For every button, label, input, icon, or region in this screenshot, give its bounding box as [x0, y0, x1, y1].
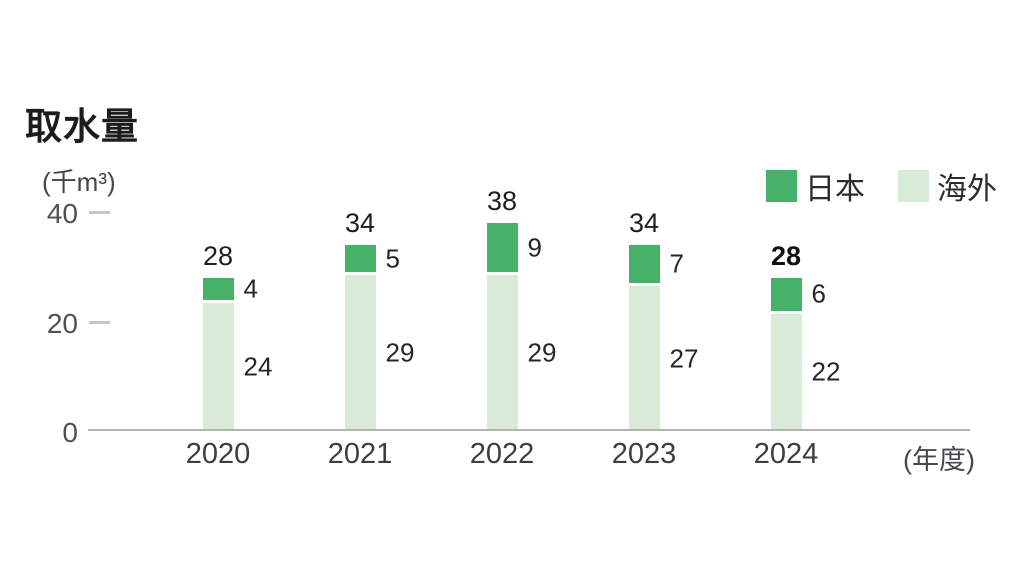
- segment-value-japan-2020: 4: [243, 273, 258, 304]
- bar-total-label-2023: 34: [628, 207, 660, 238]
- x-tick-label-2022: 2022: [469, 438, 535, 470]
- segment-value-overseas-2023: 27: [669, 343, 699, 374]
- y-axis-unit-label: (千m³): [42, 167, 116, 197]
- bar-segment-japan-2024: [770, 277, 802, 311]
- segment-value-overseas-2021: 29: [385, 337, 415, 368]
- bar-total-label-2020: 28: [202, 240, 234, 271]
- bar-total-label-2024: 28: [770, 240, 802, 271]
- bar-segment-overseas-2024: [770, 313, 802, 431]
- bar-segment-japan-2020: [202, 277, 234, 300]
- page-title: 取水量: [25, 106, 139, 147]
- y-tick-label-40: 40: [46, 198, 78, 229]
- x-tick-label-2021: 2021: [327, 438, 393, 470]
- segment-value-japan-2023: 7: [669, 248, 684, 279]
- y-tick-mark-20: [89, 321, 110, 324]
- bar-total-label-2022: 38: [486, 185, 518, 216]
- segment-value-japan-2021: 5: [385, 243, 400, 274]
- legend-swatch-overseas: [898, 170, 929, 202]
- y-tick-label-0: 0: [62, 417, 78, 448]
- legend-swatch-japan: [766, 170, 797, 202]
- legend-label-overseas: 海外: [937, 173, 997, 206]
- legend-label-japan: 日本: [805, 173, 865, 206]
- bar-segment-japan-2023: [628, 244, 660, 284]
- bar-total-label-2021: 34: [344, 207, 376, 238]
- bar-segment-japan-2022: [486, 222, 518, 273]
- segment-value-japan-2022: 9: [527, 232, 542, 263]
- segment-value-overseas-2020: 24: [243, 351, 273, 382]
- y-tick-label-20: 20: [46, 308, 78, 339]
- bar-segment-overseas-2023: [628, 286, 660, 431]
- segment-value-overseas-2022: 29: [527, 337, 557, 368]
- y-tick-mark-40: [89, 211, 110, 214]
- bar-segment-japan-2021: [344, 244, 376, 273]
- x-tick-label-2023: 2023: [611, 438, 677, 470]
- segment-value-japan-2024: 6: [811, 278, 826, 309]
- bar-segment-overseas-2020: [202, 302, 234, 431]
- legend: 日本 海外: [766, 164, 997, 208]
- segment-value-overseas-2024: 22: [811, 356, 841, 387]
- bar-segment-overseas-2022: [486, 275, 518, 431]
- x-axis-unit-label: (年度): [903, 445, 975, 475]
- x-tick-label-2024: 2024: [753, 438, 819, 470]
- bar-segment-overseas-2021: [344, 275, 376, 431]
- x-tick-label-2020: 2020: [185, 438, 251, 470]
- x-axis-line: [88, 429, 970, 431]
